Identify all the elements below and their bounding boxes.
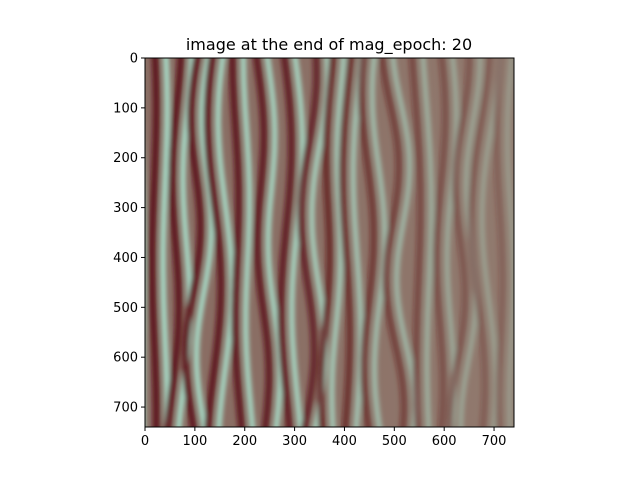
axes-frame (144, 57, 515, 428)
y-axis: 0 100 200 300 400 500 600 700 (113, 52, 145, 416)
stripe-band (145, 190, 146, 427)
x-tick-label: 400 (332, 434, 357, 449)
x-tick-label: 600 (432, 434, 457, 449)
plot-title: image at the end of mag_epoch: 20 (186, 35, 472, 55)
y-tick-label: 200 (113, 151, 138, 166)
stripe-band (513, 58, 514, 102)
y-tick-label: 600 (113, 351, 138, 366)
x-tick-label: 300 (282, 434, 307, 449)
y-tick-label: 300 (113, 201, 138, 216)
y-tick-label: 0 (130, 52, 138, 67)
x-tick-label: 500 (382, 434, 407, 449)
x-tick-label: 100 (182, 434, 207, 449)
stripe-band (550, 53, 567, 431)
stripe-band (539, 53, 556, 431)
y-tick-label: 700 (113, 401, 138, 416)
stripe-image (145, 53, 567, 431)
x-tick-label: 700 (482, 434, 507, 449)
y-tick-label: 100 (113, 101, 138, 116)
y-tick-label: 400 (113, 251, 138, 266)
x-axis: 0 100 200 300 400 500 600 700 (141, 427, 507, 449)
stripe-band (528, 53, 544, 431)
x-tick-label: 200 (232, 434, 257, 449)
x-tick-label: 0 (141, 434, 149, 449)
y-tick-label: 500 (113, 301, 138, 316)
